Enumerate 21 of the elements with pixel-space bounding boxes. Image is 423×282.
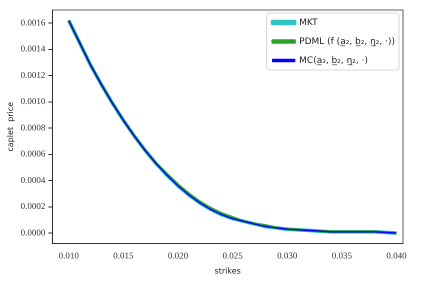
x-tick-label: 0.025: [222, 250, 244, 260]
y-tick-label: 0.0014: [20, 44, 46, 54]
legend-label: PDML (f (a̲₂, b̲₂, η̲₂, ·)): [299, 36, 396, 47]
y-tick-label: 0.0002: [20, 201, 46, 212]
y-axis-title: caplet price: [6, 102, 15, 152]
x-tick-label: 0.020: [168, 250, 189, 260]
legend-label: MC(a̲₂, b̲₂, η̲₂, ·): [299, 56, 368, 66]
x-tick-label: 0.040: [386, 250, 408, 260]
y-tick-label: 0.0004: [20, 174, 46, 185]
x-axis-title: strikes: [214, 266, 241, 276]
y-tick-label: 0.0006: [20, 148, 46, 159]
y-tick-label: 0.0008: [20, 122, 46, 132]
x-tick-label: 0.035: [332, 250, 352, 260]
x-tick-label: 0.010: [58, 250, 80, 260]
legend-label: MKT: [299, 18, 318, 28]
y-tick-label: 0.0016: [20, 17, 46, 28]
x-tick-label: 0.030: [277, 250, 298, 260]
y-tick-label: 0.0000: [20, 227, 46, 238]
y-tick-label: 0.0010: [20, 96, 46, 106]
x-tick-label: 0.015: [113, 250, 134, 260]
y-tick-label: 0.0012: [20, 70, 46, 80]
